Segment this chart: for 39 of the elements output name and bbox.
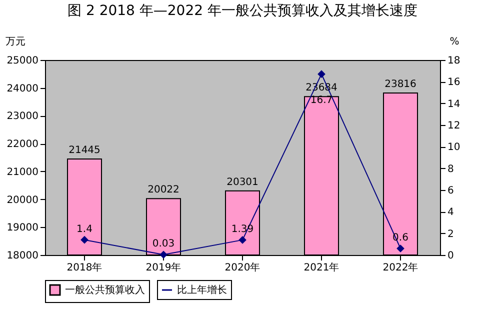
x-tick-label: 2020年 <box>224 262 260 274</box>
x-tick-label: 2019年 <box>146 262 182 274</box>
x-tick-label: 2021年 <box>304 262 340 274</box>
y2-tick-label: 2 <box>448 228 454 240</box>
data-label: 0.03 <box>152 238 175 250</box>
y2-axis-title: % <box>450 36 460 48</box>
data-label: 23816 <box>384 78 416 90</box>
y-tick-label: 22000 <box>6 139 38 150</box>
data-label: 20301 <box>226 176 258 188</box>
x-tick-label: 2022年 <box>382 262 418 274</box>
y2-tick-label: 14 <box>448 98 460 110</box>
data-label: 21445 <box>68 145 100 156</box>
y2-tick-label: 8 <box>448 164 454 175</box>
y-tick-label: 19000 <box>6 222 38 234</box>
data-label: 1.4 <box>76 224 92 235</box>
y-axis-title: 万元 <box>6 36 26 48</box>
y2-tick-label: 6 <box>448 186 454 196</box>
y-tick-label: 21000 <box>6 166 38 178</box>
chart-title: 图 2 2018 年—2022 年一般公共预算收入及其增长速度 <box>68 3 418 19</box>
y-tick-label: 23000 <box>6 111 38 122</box>
point <box>318 70 325 78</box>
y2-tick-label: 18 <box>448 56 460 66</box>
y-tick-label: 25000 <box>6 56 38 66</box>
point <box>239 236 246 244</box>
point <box>160 251 167 258</box>
y2-tick-label: 10 <box>448 142 460 154</box>
point <box>81 236 88 244</box>
legend-label: 比上年增长 <box>177 284 227 296</box>
y-tick-label: 18000 <box>6 250 38 262</box>
y2-tick-label: 12 <box>448 120 460 132</box>
x-tick-label: 2018年 <box>66 262 102 274</box>
y-tick-label: 20000 <box>6 194 38 206</box>
legend-label: 一般公共预算收入 <box>65 284 145 296</box>
point <box>397 245 404 252</box>
y2-tick-label: 16 <box>448 77 460 88</box>
y-tick-label: 24000 <box>6 83 38 94</box>
y2-tick-label: 0 <box>448 250 454 262</box>
y2-tick-label: 4 <box>448 207 454 218</box>
data-label: 20022 <box>148 184 180 196</box>
